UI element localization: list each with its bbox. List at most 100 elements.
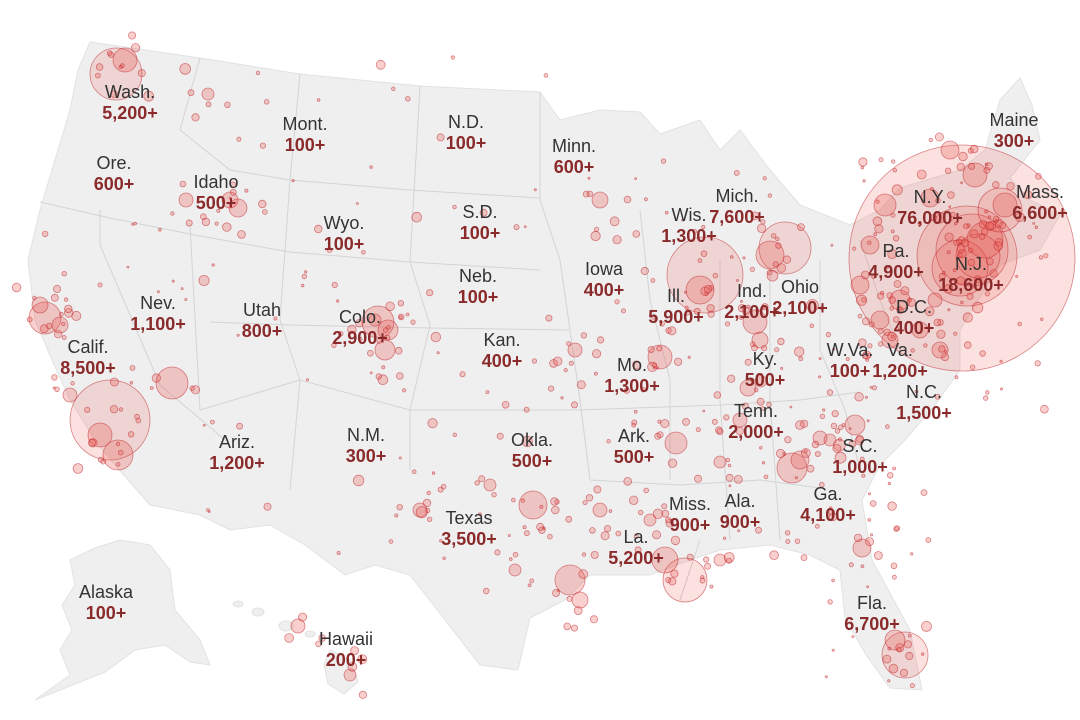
case-bubble [71,310,82,321]
case-bubble [314,224,323,234]
case-bubble [410,319,416,325]
case-bubble [578,569,588,579]
case-bubble [794,346,805,357]
state-name-label: Nev. [140,293,176,313]
case-bubble [305,378,309,382]
case-bubble [832,443,842,453]
case-bubble [702,409,706,413]
case-bubble [968,162,976,170]
case-bubble [963,223,970,230]
state-count-label: 18,600+ [938,275,1004,295]
case-bubble [586,190,594,198]
case-bubble [650,278,656,283]
case-bubble [415,506,428,519]
state-name-label: Tenn. [734,401,778,421]
state-name-label: Ore. [96,153,131,173]
case-bubble [236,136,242,142]
case-bubble [985,257,994,266]
case-bubble [878,157,884,163]
case-bubble [885,424,890,429]
state-count-label: 900+ [720,512,761,532]
case-bubble [962,312,973,323]
state-name-label: Fla. [857,593,887,613]
case-bubble [1006,182,1015,191]
case-bubble [263,502,272,511]
case-bubble [581,552,587,557]
case-bubble [668,577,677,586]
case-bubble [661,503,668,510]
case-bubble [956,244,966,254]
case-bubble [736,278,739,282]
case-bubble [935,213,1009,287]
case-bubble [606,439,611,444]
case-bubble [877,341,884,347]
case-bubble [882,654,892,664]
state-count-label: 100+ [458,287,499,307]
case-bubble [667,458,678,468]
case-bubble [647,361,658,372]
state-count-label: 76,000+ [897,208,963,228]
case-bubble [236,333,240,337]
case-bubble [797,223,805,232]
case-bubble [61,335,67,340]
case-bubble [857,338,867,348]
state-count-label: 100+ [285,135,326,155]
case-bubble [900,286,910,296]
case-bubble [623,476,632,486]
case-bubble [211,263,215,267]
case-bubble [727,463,732,468]
case-bubble [228,198,248,218]
case-bubble [742,256,746,260]
case-bubble [553,356,563,366]
case-bubble [315,640,322,648]
case-bubble [894,326,900,332]
case-bubble [858,157,868,167]
case-bubble [652,508,664,520]
case-bubble [426,289,434,297]
state-count-label: 1,300+ [604,376,660,396]
case-bubble [347,661,358,672]
case-bubble [889,306,894,311]
case-bubble [994,218,999,224]
case-bubble [259,142,266,149]
case-bubble [126,265,130,269]
case-bubble [852,246,857,251]
case-bubble [667,326,677,336]
state-count-label: 7,600+ [709,207,765,227]
case-bubble [634,177,637,181]
state-name-label: Colo. [339,307,381,327]
state-name-label: N.M. [347,425,385,445]
state-count-label: 500+ [745,370,786,390]
case-bubble [830,243,834,247]
case-bubble [873,232,878,237]
case-bubble [436,133,445,142]
case-bubble [347,324,357,335]
case-bubble [994,219,1003,228]
case-bubble [684,305,689,310]
case-bubble [837,437,843,442]
case-bubble [304,270,308,274]
state-name-label: Minn. [552,136,596,156]
case-bubble [660,158,667,164]
case-bubble [507,534,511,538]
case-bubble [1040,317,1044,321]
case-bubble [149,386,154,390]
case-bubble [411,469,417,475]
case-bubble [916,169,927,180]
case-bubble [709,584,714,589]
case-bubble [608,509,613,513]
case-bubble [571,401,579,409]
case-bubble [369,165,373,169]
case-bubble [54,330,63,339]
case-bubble [706,304,715,313]
case-bubble [589,527,596,534]
case-bubble [693,307,701,315]
case-bubble [866,419,870,423]
case-bubble [907,297,916,307]
case-bubble [290,618,306,634]
case-bubble [723,414,730,421]
case-bubble [944,349,948,353]
case-bubble [118,64,123,69]
case-bubble [826,389,834,396]
case-bubble [761,345,768,352]
